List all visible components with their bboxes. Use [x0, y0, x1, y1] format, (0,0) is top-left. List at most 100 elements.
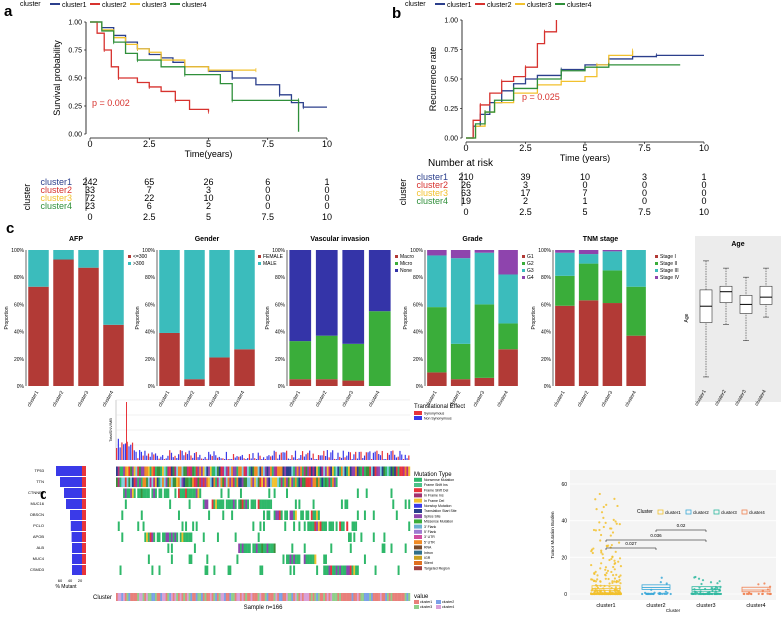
oncoplot-cell — [287, 466, 290, 476]
oncoplot-cell — [247, 543, 250, 553]
oncoplot-cell — [234, 532, 237, 542]
mt-legend-item: Intron — [424, 551, 433, 555]
oncoplot-cell — [193, 488, 196, 498]
oncoplot-cell — [227, 565, 230, 575]
cluster-annotation-cell — [188, 593, 191, 601]
oncoplot-cell — [137, 477, 140, 487]
cluster-annotation-cell — [307, 593, 310, 601]
oncoplot-cell — [162, 532, 165, 542]
oncoplot-cell — [170, 477, 173, 487]
panel_c-category-label: cluster3 — [341, 390, 355, 408]
oncoplot-cell — [151, 565, 154, 575]
panel_c-ytick-label: 60% — [275, 302, 286, 308]
panel_e-point-cluster3 — [709, 581, 713, 584]
oncoplot-cell — [162, 466, 165, 476]
panel_e-legend-item: cluster2 — [693, 510, 709, 515]
panel_e-box-cluster3 — [691, 586, 721, 592]
oncoplot-cell — [303, 543, 306, 553]
tmb-bar — [399, 450, 401, 460]
oncoplot-cell — [344, 565, 347, 575]
panel_a-ytick-label: 0.75 — [68, 48, 82, 55]
oncoplot-cell — [259, 499, 262, 509]
oncoplot-cell — [324, 477, 327, 487]
oncoplot-cell — [225, 477, 228, 487]
oncoplot-cell — [286, 554, 288, 564]
oncoplot-cell — [303, 521, 306, 531]
oncoplot-cell — [126, 466, 129, 476]
tmb-bar — [199, 454, 201, 460]
panel_c-afp-bar-cluster4->300 — [103, 250, 124, 325]
cluster-annotation-cell — [264, 593, 267, 601]
cluster-annotation-cell — [293, 593, 296, 601]
tmb-bar — [335, 459, 337, 460]
tmb-bar — [312, 453, 314, 460]
cluster-annotation-cell — [390, 593, 393, 601]
cluster-annotation-cell — [289, 593, 292, 601]
mt-legend-swatch — [414, 524, 422, 529]
oncoplot-cell — [282, 466, 285, 476]
panel_b-risk-value: 39 — [520, 172, 530, 182]
oncoplot-cell — [328, 477, 331, 487]
mt-legend-item: Nonstop Mutation — [424, 504, 451, 508]
oncoplot-cell — [137, 466, 140, 476]
cluster-annotation-cell — [355, 593, 358, 601]
oncoplot-cell — [201, 477, 203, 487]
oncoplot-cell — [349, 466, 352, 476]
oncoplot-cell — [264, 543, 267, 553]
oncoplot-cell — [208, 466, 211, 476]
panel-label-c: c — [6, 220, 14, 237]
age-box-cluster2 — [719, 285, 733, 303]
cluster-annotation-cell — [273, 593, 276, 601]
panel_c-ytick-label: 100% — [11, 248, 24, 254]
panel_c-tnm-legend-swatch — [655, 269, 658, 272]
panel_a-risk-value: 0 — [324, 185, 329, 195]
cluster-annotation-cell — [216, 593, 219, 601]
oncoplot-cell — [310, 554, 313, 564]
oncoplot-cell — [158, 466, 161, 476]
gene-label: CTNNB1 — [28, 490, 45, 495]
mt-legend-swatch — [414, 498, 422, 503]
panel_c-grade-bar-cluster3-G3 — [474, 252, 495, 305]
oncoplot-cell — [289, 466, 292, 476]
cluster-annotation-cell — [294, 593, 297, 601]
oncoplot-cell — [342, 466, 345, 476]
panel_e-point-cluster3 — [717, 592, 720, 595]
oncoplot-cell — [367, 466, 370, 476]
panel_e-point-cluster2 — [648, 592, 651, 596]
oncoplot-cell — [330, 466, 333, 476]
oncoplot-cell — [390, 543, 393, 553]
oncoplot-cell — [239, 543, 242, 553]
oncoplot-cell — [257, 532, 260, 542]
tmb-bar — [394, 454, 396, 460]
oncoplot-cell — [408, 466, 411, 476]
panel_b-curve-cluster1 — [466, 54, 704, 139]
oncoplot-cell — [239, 488, 242, 498]
tmb-bar — [153, 454, 155, 460]
panel_c-ytick-label: 60% — [413, 302, 424, 308]
oncoplot-cell — [192, 477, 195, 487]
panel_c-ytick-label: 100% — [142, 248, 155, 254]
oncoplot-cell — [259, 477, 262, 487]
oncoplot-cell — [349, 532, 352, 542]
tmb-bar — [406, 458, 408, 460]
oncoplot-cell — [374, 466, 377, 476]
panel_c-vascular-bar-cluster3-None — [342, 250, 365, 344]
panel-label-b: b — [392, 5, 401, 22]
tmb-bar — [395, 457, 398, 460]
cluster-annotation-cell — [167, 593, 170, 601]
cluster-annotation-cell — [275, 593, 278, 601]
oncoplot-cell — [286, 477, 288, 487]
oncoplot-cell — [319, 477, 322, 487]
panel_c-tnm-legend-swatch — [655, 255, 658, 258]
oncoplot-cell — [317, 466, 320, 476]
tmb-bar — [177, 454, 180, 460]
oncoplot-cell — [158, 532, 161, 542]
panel_c-vascular-bar-cluster3-Macro — [342, 380, 365, 386]
panel_e-point-cluster1 — [611, 580, 614, 583]
panel_c-grade-legend-swatch — [522, 276, 525, 279]
oncoplot-cell — [231, 510, 234, 520]
oncoplot-cell — [149, 532, 152, 542]
oncoplot-cell — [174, 532, 177, 542]
panel_c-afp-bar-cluster2->300 — [53, 250, 74, 260]
panel_e-point-cluster4 — [763, 582, 766, 585]
